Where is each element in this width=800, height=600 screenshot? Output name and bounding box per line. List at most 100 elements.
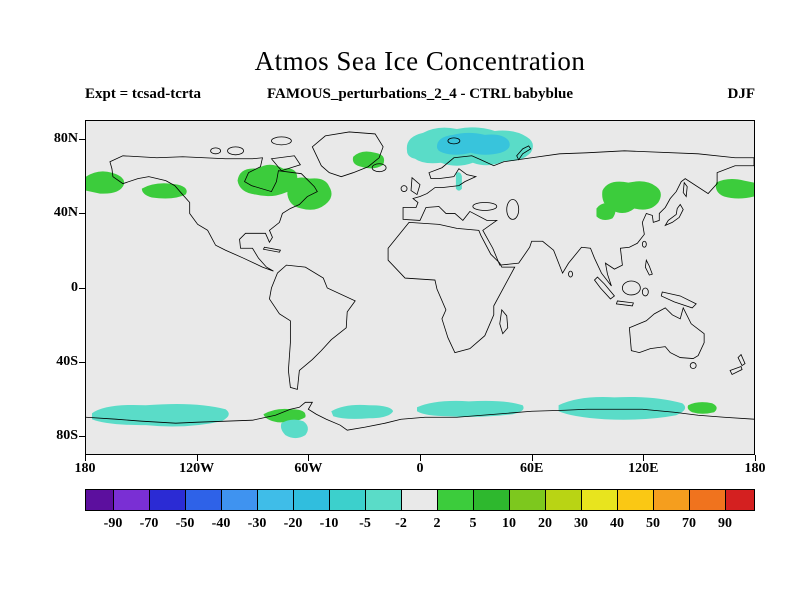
- x-tick-mark: [197, 455, 198, 461]
- coast-south-america: [269, 264, 356, 390]
- season-label: DJF: [727, 86, 756, 102]
- coast-north-america: [109, 155, 318, 272]
- patch-weddell: [280, 419, 308, 439]
- colorbar-tick-label-30: 30: [574, 516, 588, 531]
- y-tick-label-0: 0: [71, 279, 78, 295]
- patch-gulf-of-alaska: [141, 183, 187, 199]
- colorbar-tick-label-90: 90: [718, 516, 732, 531]
- world-map: [86, 127, 754, 439]
- colorbar-segment-7: [330, 490, 366, 510]
- coast-madagascar: [499, 308, 509, 335]
- colorbar-tick-label--50: -50: [175, 516, 195, 531]
- colorbar-tick-label--40: -40: [211, 516, 231, 531]
- coast-sri-lanka: [568, 270, 573, 278]
- coast-japan: [664, 203, 684, 227]
- coast-sumatra: [593, 276, 615, 300]
- coast-caspian-sea: [506, 199, 520, 220]
- coast-greenland: [311, 131, 384, 178]
- patch-kamchatka-bering: [715, 179, 754, 199]
- x-tick-mark: [308, 455, 309, 461]
- coastlines: [86, 131, 754, 431]
- y-tick-mark: [79, 436, 85, 437]
- x-tick-mark: [532, 455, 533, 461]
- coast-victoria-island: [227, 146, 244, 156]
- coast-australia: [628, 306, 705, 359]
- colorbar-segment-11: [474, 490, 510, 510]
- x-tick-mark: [420, 455, 421, 461]
- colorbar-segment-18: [726, 490, 754, 510]
- patch-baltic: [455, 172, 462, 191]
- colorbar-tick-label-10: 10: [502, 516, 516, 531]
- y-tick-label-40S: 40S: [56, 353, 78, 369]
- colorbar-tick-label--5: -5: [359, 516, 371, 531]
- y-tick-mark: [79, 139, 85, 140]
- colorbar-tick-label-5: 5: [469, 516, 477, 531]
- colorbar-segment-12: [510, 490, 546, 510]
- coast-africa: [387, 221, 516, 354]
- colorbar-tick-label-50: 50: [646, 516, 660, 531]
- coast-britain: [410, 176, 421, 196]
- comparison-label: FAMOUS_perturbations_2_4 - CTRL babyblue: [266, 86, 573, 102]
- coast-eurasia: [402, 150, 754, 287]
- coast-philippines: [644, 258, 653, 276]
- colorbar-segment-1: [114, 490, 150, 510]
- y-tick-label-40N: 40N: [53, 205, 78, 221]
- colorbar-tick-label--2: -2: [395, 516, 407, 531]
- x-tick-label-0: 0: [416, 461, 424, 476]
- coast-antarctica: [86, 401, 754, 431]
- colorbar-segment-6: [294, 490, 330, 510]
- colorbar-segment-0: [86, 490, 114, 510]
- coast-banks-island: [210, 147, 221, 155]
- y-tick-mark: [79, 362, 85, 363]
- x-tick-label-60W: 60W: [294, 461, 323, 476]
- y-tick-label-80N: 80N: [53, 130, 78, 146]
- x-tick-label-120W: 120W: [179, 461, 215, 476]
- colorbar-tick-label--70: -70: [139, 516, 159, 531]
- patch-southern-green-b: [687, 402, 717, 414]
- patch-korea-coast: [596, 203, 616, 221]
- coast-new-guinea: [660, 291, 697, 309]
- coast-java: [615, 300, 634, 307]
- colorbar-tick-label-40: 40: [610, 516, 624, 531]
- coast-ellesmere-island: [271, 136, 292, 146]
- coast-svalbard: [447, 137, 461, 145]
- colorbar-tick-label--90: -90: [103, 516, 123, 531]
- x-tick-label-120E: 120E: [628, 461, 659, 476]
- coast-sulawesi: [641, 287, 649, 297]
- colorbar-segment-2: [150, 490, 186, 510]
- colorbar-segment-4: [222, 490, 258, 510]
- colorbar-segment-15: [618, 490, 654, 510]
- colorbar-tick-label--20: -20: [283, 516, 303, 531]
- coast-black-sea: [472, 202, 498, 211]
- coast-new-zealand-south: [729, 366, 743, 376]
- colorbar-tick-label-2: 2: [433, 516, 441, 531]
- colorbar-segment-14: [582, 490, 618, 510]
- colorbar-tick-label--30: -30: [247, 516, 267, 531]
- x-tick-mark: [643, 455, 644, 461]
- coast-new-zealand-north: [737, 353, 746, 367]
- patch-barents-core: [436, 132, 510, 155]
- x-tick-mark: [755, 455, 756, 461]
- coast-cuba: [262, 246, 282, 253]
- x-tick-mark: [85, 455, 86, 461]
- colorbar-segment-8: [366, 490, 402, 510]
- patch-southern-green-a: [263, 408, 306, 423]
- coast-sakhalin: [682, 181, 688, 198]
- map-plot-area: [85, 120, 755, 455]
- y-tick-mark: [79, 288, 85, 289]
- y-tick-label-80S: 80S: [56, 428, 78, 444]
- patch-se-greenland: [352, 151, 385, 169]
- coast-tasmania: [689, 362, 697, 369]
- colorbar: [85, 489, 755, 511]
- colorbar-segment-13: [546, 490, 582, 510]
- y-tick-mark: [79, 213, 85, 214]
- colorbar-segment-3: [186, 490, 222, 510]
- x-tick-label-180: 180: [74, 461, 96, 476]
- colorbar-segment-5: [258, 490, 294, 510]
- patch-southern-ocean-b: [331, 404, 394, 419]
- coast-ireland: [400, 185, 408, 192]
- coast-baffin-island: [270, 155, 301, 172]
- colorbar-segment-10: [438, 490, 474, 510]
- colorbar-tick-label-20: 20: [538, 516, 552, 531]
